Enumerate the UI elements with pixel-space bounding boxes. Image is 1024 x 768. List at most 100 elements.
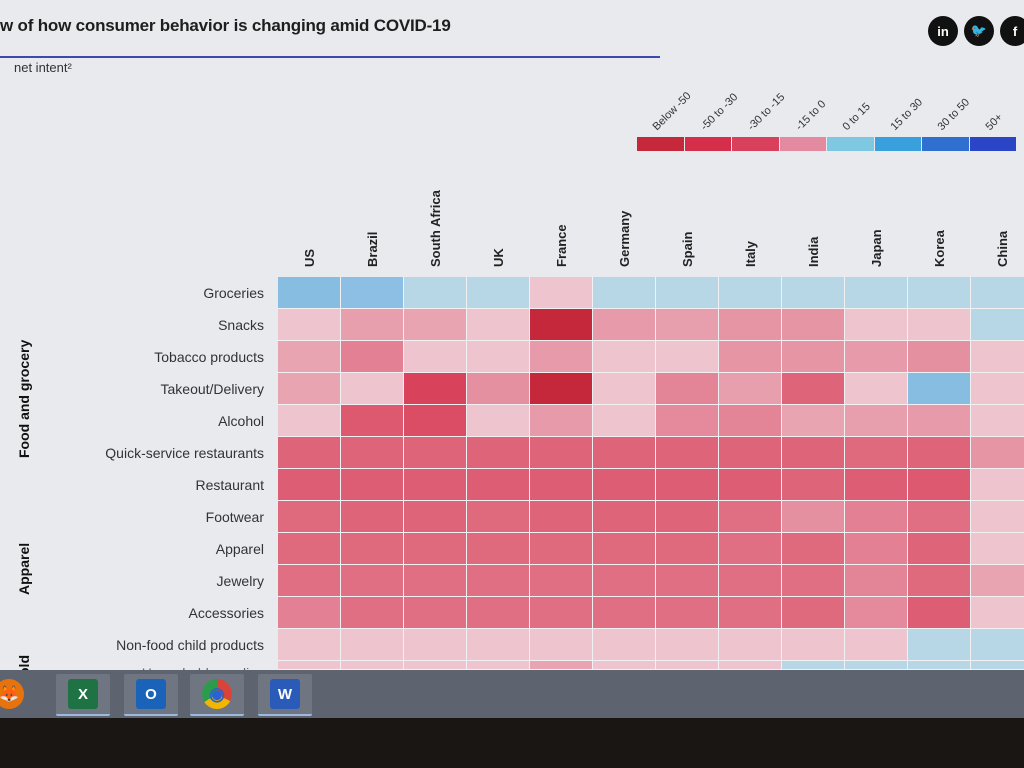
heatmap-cell[interactable] xyxy=(845,373,908,405)
heatmap-cell[interactable] xyxy=(782,437,845,469)
heatmap-cell[interactable] xyxy=(467,565,530,597)
heatmap-cell[interactable] xyxy=(341,437,404,469)
heatmap-cell[interactable] xyxy=(278,629,341,661)
heatmap-cell[interactable] xyxy=(971,277,1024,309)
heatmap-cell[interactable] xyxy=(530,405,593,437)
heatmap-cell[interactable] xyxy=(341,309,404,341)
heatmap-cell[interactable] xyxy=(656,597,719,629)
heatmap-cell[interactable] xyxy=(782,309,845,341)
heatmap-cell[interactable] xyxy=(782,277,845,309)
heatmap-cell[interactable] xyxy=(782,661,845,670)
heatmap-cell[interactable] xyxy=(971,309,1024,341)
taskbar-item[interactable]: W xyxy=(258,674,312,716)
heatmap-cell[interactable] xyxy=(845,501,908,533)
heatmap-cell[interactable] xyxy=(404,597,467,629)
heatmap-cell[interactable] xyxy=(404,565,467,597)
heatmap-cell[interactable] xyxy=(530,373,593,405)
heatmap-cell[interactable] xyxy=(467,309,530,341)
heatmap-cell[interactable] xyxy=(593,405,656,437)
heatmap-cell[interactable] xyxy=(656,341,719,373)
heatmap-cell[interactable] xyxy=(278,373,341,405)
heatmap-cell[interactable] xyxy=(971,501,1024,533)
heatmap-cell[interactable] xyxy=(593,501,656,533)
heatmap-cell[interactable] xyxy=(530,533,593,565)
heatmap-cell[interactable] xyxy=(908,597,971,629)
heatmap-cell[interactable] xyxy=(656,501,719,533)
heatmap-cell[interactable] xyxy=(971,469,1024,501)
heatmap-cell[interactable] xyxy=(341,277,404,309)
heatmap-cell[interactable] xyxy=(530,309,593,341)
heatmap-cell[interactable] xyxy=(782,469,845,501)
heatmap-cell[interactable] xyxy=(845,309,908,341)
heatmap-cell[interactable] xyxy=(908,629,971,661)
heatmap-cell[interactable] xyxy=(278,309,341,341)
heatmap-cell[interactable] xyxy=(341,565,404,597)
heatmap-cell[interactable] xyxy=(719,309,782,341)
heatmap-cell[interactable] xyxy=(404,501,467,533)
heatmap-cell[interactable] xyxy=(341,661,404,670)
heatmap-cell[interactable] xyxy=(908,533,971,565)
heatmap-cell[interactable] xyxy=(593,629,656,661)
heatmap-cell[interactable] xyxy=(656,373,719,405)
heatmap-cell[interactable] xyxy=(530,341,593,373)
heatmap-cell[interactable] xyxy=(467,277,530,309)
heatmap-cell[interactable] xyxy=(782,597,845,629)
heatmap-cell[interactable] xyxy=(845,469,908,501)
heatmap-cell[interactable] xyxy=(278,565,341,597)
heatmap-cell[interactable] xyxy=(719,565,782,597)
heatmap-cell[interactable] xyxy=(908,405,971,437)
heatmap-cell[interactable] xyxy=(278,661,341,670)
heatmap-cell[interactable] xyxy=(719,533,782,565)
heatmap-cell[interactable] xyxy=(341,501,404,533)
heatmap-cell[interactable] xyxy=(845,661,908,670)
taskbar-item[interactable]: X xyxy=(56,674,110,716)
heatmap-cell[interactable] xyxy=(593,565,656,597)
heatmap-cell[interactable] xyxy=(656,533,719,565)
heatmap-cell[interactable] xyxy=(404,469,467,501)
taskbar-item[interactable]: 🦊 xyxy=(0,674,26,714)
heatmap-cell[interactable] xyxy=(845,597,908,629)
taskbar-item[interactable]: ◉ xyxy=(190,674,244,716)
heatmap-cell[interactable] xyxy=(971,437,1024,469)
heatmap-cell[interactable] xyxy=(845,629,908,661)
heatmap-cell[interactable] xyxy=(467,661,530,670)
heatmap-cell[interactable] xyxy=(278,501,341,533)
heatmap-cell[interactable] xyxy=(341,373,404,405)
heatmap-cell[interactable] xyxy=(656,437,719,469)
heatmap-cell[interactable] xyxy=(971,341,1024,373)
heatmap-cell[interactable] xyxy=(908,373,971,405)
heatmap-cell[interactable] xyxy=(593,277,656,309)
heatmap-cell[interactable] xyxy=(971,373,1024,405)
heatmap-cell[interactable] xyxy=(719,437,782,469)
heatmap-cell[interactable] xyxy=(530,469,593,501)
heatmap-cell[interactable] xyxy=(908,309,971,341)
heatmap-cell[interactable] xyxy=(971,565,1024,597)
heatmap-cell[interactable] xyxy=(719,405,782,437)
heatmap-cell[interactable] xyxy=(593,469,656,501)
heatmap-cell[interactable] xyxy=(782,565,845,597)
heatmap-cell[interactable] xyxy=(782,501,845,533)
heatmap-cell[interactable] xyxy=(845,405,908,437)
heatmap-cell[interactable] xyxy=(278,341,341,373)
heatmap-cell[interactable] xyxy=(593,341,656,373)
heatmap-cell[interactable] xyxy=(530,661,593,670)
heatmap-cell[interactable] xyxy=(278,405,341,437)
heatmap-cell[interactable] xyxy=(404,341,467,373)
heatmap-cell[interactable] xyxy=(530,437,593,469)
heatmap-cell[interactable] xyxy=(530,501,593,533)
heatmap-cell[interactable] xyxy=(782,373,845,405)
heatmap-cell[interactable] xyxy=(341,629,404,661)
heatmap-cell[interactable] xyxy=(719,373,782,405)
heatmap-cell[interactable] xyxy=(908,661,971,670)
heatmap-cell[interactable] xyxy=(908,437,971,469)
heatmap-cell[interactable] xyxy=(341,405,404,437)
heatmap-cell[interactable] xyxy=(719,629,782,661)
heatmap-cell[interactable] xyxy=(593,533,656,565)
heatmap-cell[interactable] xyxy=(845,565,908,597)
heatmap-cell[interactable] xyxy=(467,437,530,469)
heatmap-cell[interactable] xyxy=(467,341,530,373)
heatmap-cell[interactable] xyxy=(908,341,971,373)
heatmap-cell[interactable] xyxy=(530,629,593,661)
heatmap-cell[interactable] xyxy=(404,405,467,437)
heatmap-cell[interactable] xyxy=(971,661,1024,670)
